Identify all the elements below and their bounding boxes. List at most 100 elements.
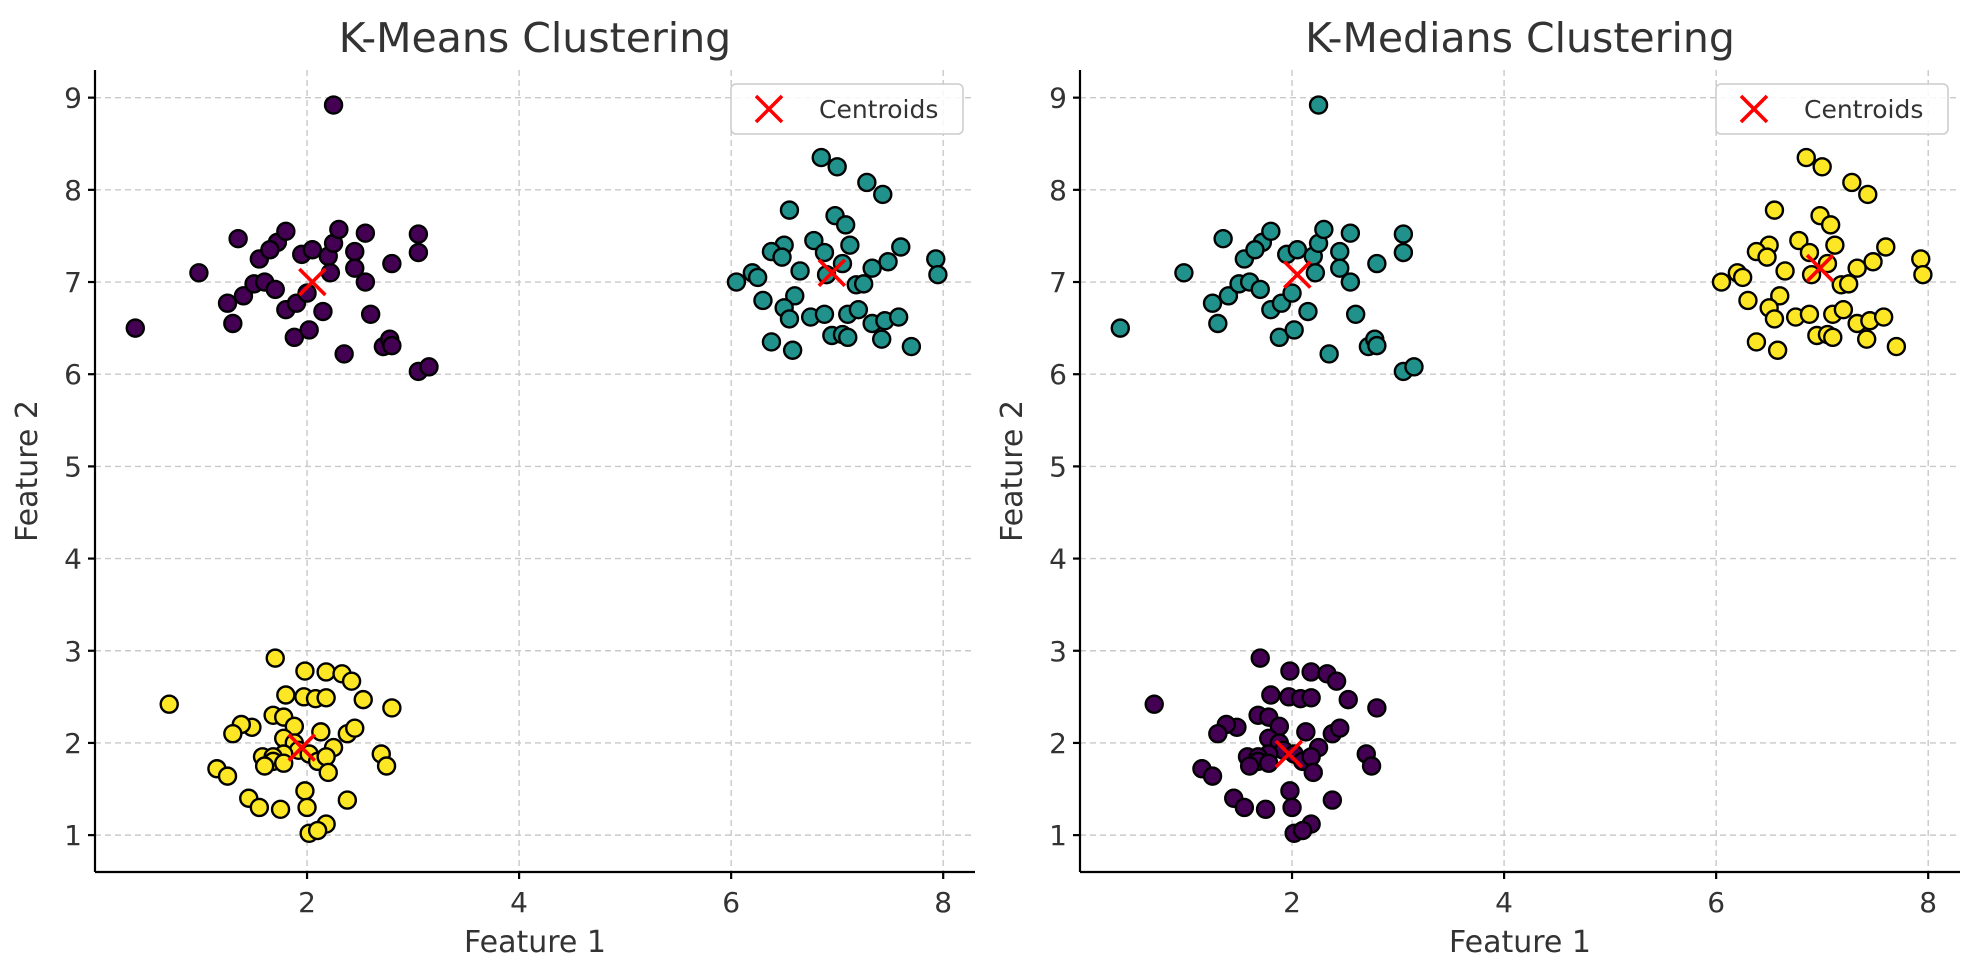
data-point [1202, 293, 1223, 313]
y-tick-label: 7 [64, 266, 82, 299]
legend-label: Centroids [819, 95, 938, 124]
data-point [360, 304, 381, 324]
data-point [1250, 279, 1270, 300]
data-point [337, 790, 358, 810]
x-tick-label: 2 [1283, 886, 1301, 919]
data-point [1345, 304, 1366, 324]
data-point [1367, 698, 1387, 718]
data-point [341, 671, 362, 691]
data-point [1202, 766, 1223, 786]
data-point [1301, 747, 1321, 767]
legend-box [1715, 83, 1949, 135]
data-point [1314, 219, 1334, 240]
y-tick-label: 5 [64, 450, 82, 483]
centroid-marker [817, 258, 847, 288]
data-point [1282, 283, 1302, 303]
data-point [1738, 290, 1758, 311]
x-axis-label: Feature 1 [464, 925, 606, 960]
data-point [276, 221, 296, 242]
data-point [1770, 286, 1790, 306]
data-point [345, 718, 365, 738]
data-point [1817, 253, 1838, 274]
y-tick-label: 1 [64, 819, 82, 852]
data-point [1911, 249, 1931, 269]
x-tick-label: 8 [934, 886, 952, 919]
data-point [1858, 184, 1878, 205]
gridlines [1080, 70, 1960, 872]
data-point [1404, 357, 1424, 377]
data-point [772, 247, 792, 267]
data-point [1873, 307, 1894, 327]
data-point [1847, 258, 1867, 278]
data-point [323, 95, 344, 115]
data-point [1393, 242, 1414, 263]
data-point [376, 756, 397, 776]
data-point [1319, 344, 1339, 364]
data-point [233, 286, 254, 306]
data-point [353, 689, 373, 710]
data-point [334, 344, 354, 364]
centroid-marker [287, 733, 317, 762]
data-point [355, 272, 376, 292]
data-point [276, 685, 296, 705]
y-tick-label: 8 [64, 174, 82, 207]
data-point [345, 241, 365, 262]
data-point [1259, 753, 1279, 773]
data-point [1367, 335, 1387, 356]
data-points [1110, 95, 1933, 843]
centroid-stroke [298, 267, 327, 297]
data-point [355, 223, 376, 243]
data-point [223, 313, 243, 334]
chart-title: K-Means Clustering [339, 14, 731, 62]
data-point [1287, 240, 1308, 260]
centroid-stroke [1283, 260, 1312, 289]
data-point [1261, 221, 1281, 242]
legend: Centroids [1715, 83, 1949, 135]
data-point [785, 286, 805, 306]
y-tick-label: 9 [1049, 82, 1067, 115]
data-point [1764, 200, 1785, 220]
data-point [1764, 309, 1785, 329]
data-point [1367, 253, 1387, 274]
data-point [307, 820, 328, 841]
y-tick-label: 4 [64, 543, 82, 576]
data-point [1239, 756, 1260, 776]
centroid-stroke [1805, 253, 1835, 283]
data-point [217, 293, 238, 313]
data-point [297, 797, 317, 818]
data-point [891, 237, 911, 257]
data-point [189, 263, 209, 283]
data-point [265, 279, 285, 300]
centroid-stroke [287, 733, 317, 762]
data-point [1799, 304, 1820, 324]
data-point [1208, 724, 1228, 744]
data-point [848, 299, 869, 320]
centroids [1274, 253, 1835, 769]
data-point [345, 258, 365, 278]
data-point [814, 242, 835, 263]
data-point [1863, 252, 1883, 272]
centroid-marker [1283, 260, 1312, 289]
data-point [1261, 685, 1281, 705]
y-tick-label: 6 [64, 358, 82, 391]
data-point [1789, 230, 1809, 251]
y-tick-label: 3 [1049, 635, 1067, 668]
data-point [1338, 689, 1358, 710]
data-point [790, 261, 810, 281]
y-tick-label: 6 [1049, 358, 1067, 391]
data-point [270, 799, 291, 820]
data-point [811, 147, 831, 168]
data-point [1393, 224, 1414, 244]
y-tick-label: 7 [1049, 266, 1067, 299]
data-point [382, 253, 402, 274]
data-point [1812, 157, 1832, 177]
data-point [125, 318, 145, 338]
data-point [1746, 332, 1767, 352]
data-point [926, 249, 946, 269]
data-point [295, 781, 315, 801]
data-point [827, 157, 847, 177]
data-point [1732, 267, 1753, 288]
data-point [1303, 762, 1323, 783]
